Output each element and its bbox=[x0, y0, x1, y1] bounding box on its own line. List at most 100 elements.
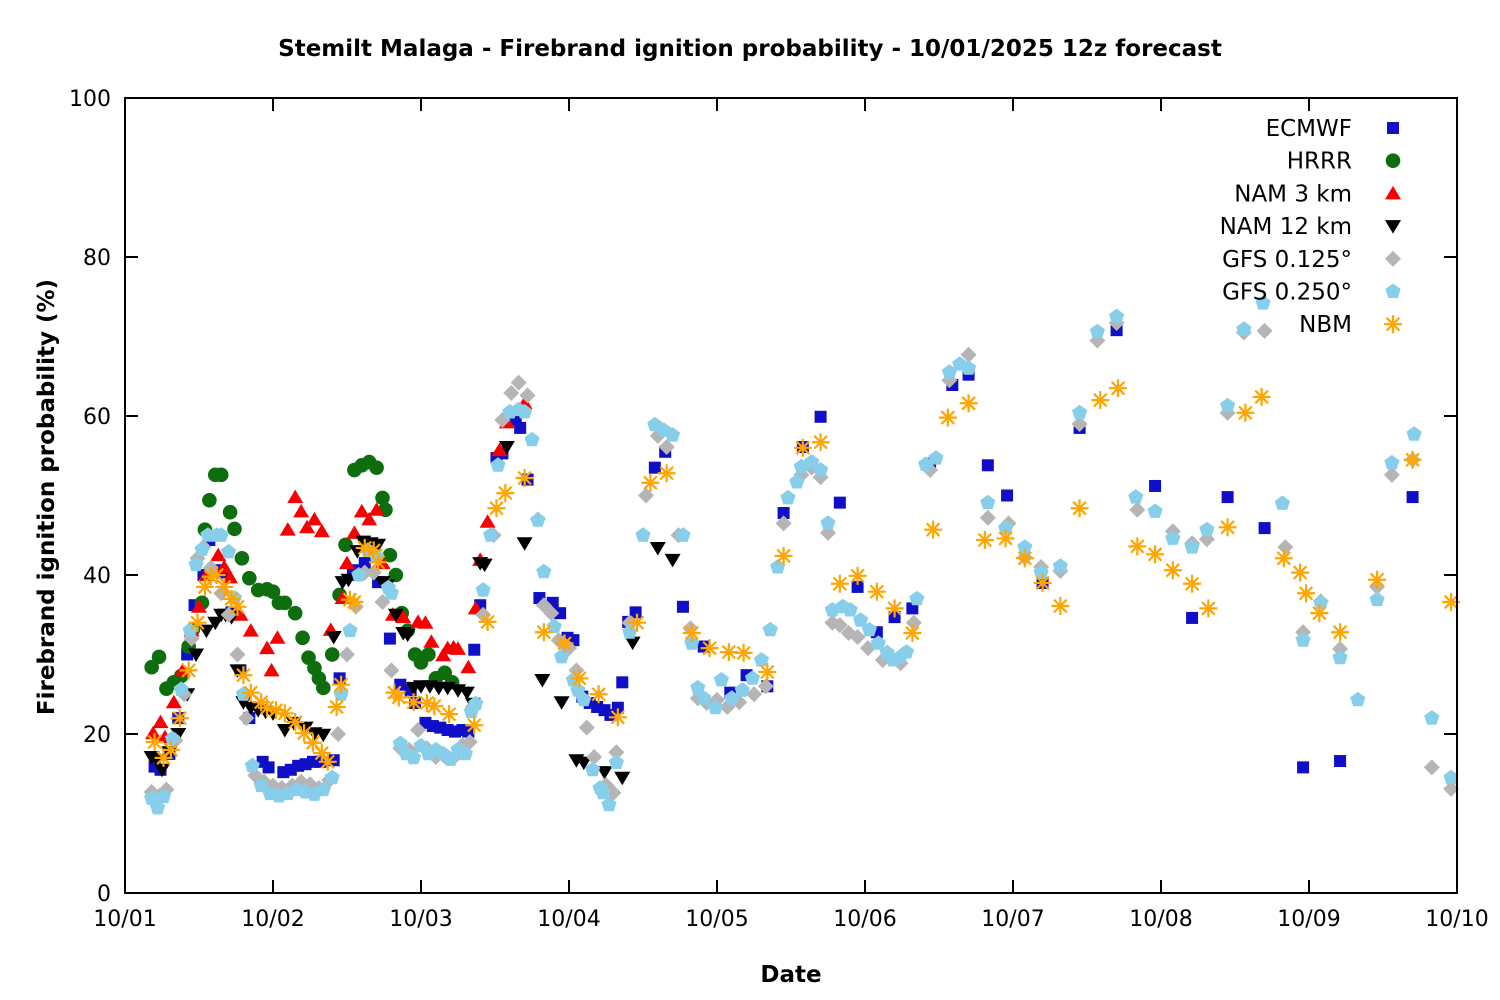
data-point bbox=[1199, 599, 1218, 618]
data-point bbox=[849, 629, 866, 646]
data-point bbox=[1277, 539, 1294, 556]
data-point bbox=[315, 728, 332, 743]
data-point bbox=[1332, 649, 1348, 665]
data-point bbox=[313, 523, 330, 538]
data-point bbox=[389, 688, 408, 707]
data-point bbox=[1146, 545, 1165, 564]
data-point bbox=[637, 487, 654, 504]
data-point bbox=[635, 527, 651, 542]
data-point bbox=[624, 636, 641, 651]
legend-marker-triangle-down bbox=[1385, 220, 1401, 234]
data-point bbox=[161, 740, 180, 759]
data-point bbox=[1406, 491, 1419, 504]
data-point bbox=[555, 634, 574, 653]
data-point bbox=[509, 413, 522, 426]
data-point bbox=[608, 754, 624, 770]
data-point bbox=[960, 346, 977, 363]
data-point bbox=[641, 473, 660, 492]
data-point bbox=[327, 697, 346, 716]
data-point bbox=[460, 659, 477, 674]
data-point bbox=[675, 527, 691, 542]
data-point bbox=[228, 597, 247, 616]
data-point bbox=[351, 567, 367, 582]
data-point bbox=[1423, 759, 1440, 776]
data-point bbox=[287, 489, 304, 504]
data-point bbox=[534, 673, 551, 688]
data-point bbox=[207, 566, 226, 584]
data-point bbox=[417, 615, 434, 629]
data-point bbox=[325, 631, 342, 645]
data-point bbox=[938, 408, 957, 427]
data-point bbox=[324, 769, 340, 785]
data-point bbox=[975, 531, 994, 550]
data-point bbox=[515, 469, 534, 488]
data-point bbox=[154, 763, 170, 778]
data-point bbox=[664, 553, 681, 568]
data-point bbox=[258, 698, 277, 717]
data-point bbox=[490, 457, 506, 472]
data-point bbox=[1384, 454, 1400, 470]
x-tick-label: 10/04 bbox=[537, 907, 600, 932]
data-point bbox=[724, 690, 740, 705]
data-point bbox=[996, 529, 1015, 548]
data-point bbox=[570, 682, 586, 697]
data-point bbox=[339, 555, 355, 570]
data-point bbox=[981, 459, 994, 472]
data-point bbox=[1274, 549, 1293, 568]
data-point bbox=[1184, 539, 1200, 554]
data-point bbox=[215, 577, 234, 596]
data-point bbox=[1236, 403, 1255, 422]
data-point bbox=[1221, 491, 1234, 504]
data-point bbox=[918, 456, 934, 471]
data-point bbox=[188, 556, 204, 572]
x-tick-label: 10/05 bbox=[685, 907, 748, 932]
data-point bbox=[820, 515, 836, 530]
data-point bbox=[229, 646, 246, 663]
data-point bbox=[777, 506, 790, 519]
data-point bbox=[457, 745, 473, 761]
data-point bbox=[575, 756, 592, 771]
legend-label: ECMWF bbox=[1266, 116, 1352, 142]
data-point bbox=[514, 421, 527, 434]
data-point bbox=[1017, 539, 1033, 554]
data-point bbox=[616, 676, 629, 689]
y-tick-label: 80 bbox=[83, 246, 111, 271]
data-point bbox=[1015, 549, 1034, 568]
data-point bbox=[1406, 426, 1422, 441]
data-point bbox=[534, 623, 553, 642]
data-point bbox=[164, 730, 180, 746]
data-point bbox=[1295, 632, 1311, 647]
data-point bbox=[151, 649, 167, 665]
series-hrrr bbox=[144, 454, 460, 696]
data-point bbox=[903, 624, 922, 643]
data-point bbox=[330, 726, 347, 742]
data-point bbox=[435, 647, 452, 662]
data-point bbox=[387, 608, 404, 623]
data-point bbox=[297, 721, 314, 736]
x-tick-label: 10/02 bbox=[241, 907, 304, 932]
data-point bbox=[361, 511, 378, 526]
x-tick-label: 10/07 bbox=[981, 907, 1044, 932]
data-point bbox=[524, 431, 540, 447]
data-point bbox=[503, 384, 520, 401]
data-point bbox=[1310, 604, 1329, 623]
data-point bbox=[1128, 537, 1147, 556]
data-point bbox=[195, 577, 214, 596]
data-point bbox=[491, 442, 508, 457]
legend-marker-pentagon bbox=[1385, 283, 1401, 298]
data-point bbox=[586, 749, 603, 766]
data-point bbox=[707, 699, 724, 715]
data-point bbox=[758, 662, 777, 681]
tick-labels: 0 20 40 60 80 100 10/01 10/02 10/03 10/04 10/05 10/… bbox=[69, 87, 1489, 932]
data-point bbox=[682, 624, 701, 643]
data-point bbox=[629, 606, 642, 619]
data-point bbox=[614, 771, 631, 786]
data-point bbox=[170, 728, 187, 742]
data-point bbox=[543, 605, 560, 622]
data-point bbox=[775, 515, 792, 532]
data-point bbox=[277, 595, 293, 611]
data-point bbox=[210, 547, 227, 562]
data-point bbox=[1109, 379, 1128, 398]
legend-label: NAM 3 km bbox=[1234, 181, 1352, 207]
data-point bbox=[830, 574, 849, 593]
